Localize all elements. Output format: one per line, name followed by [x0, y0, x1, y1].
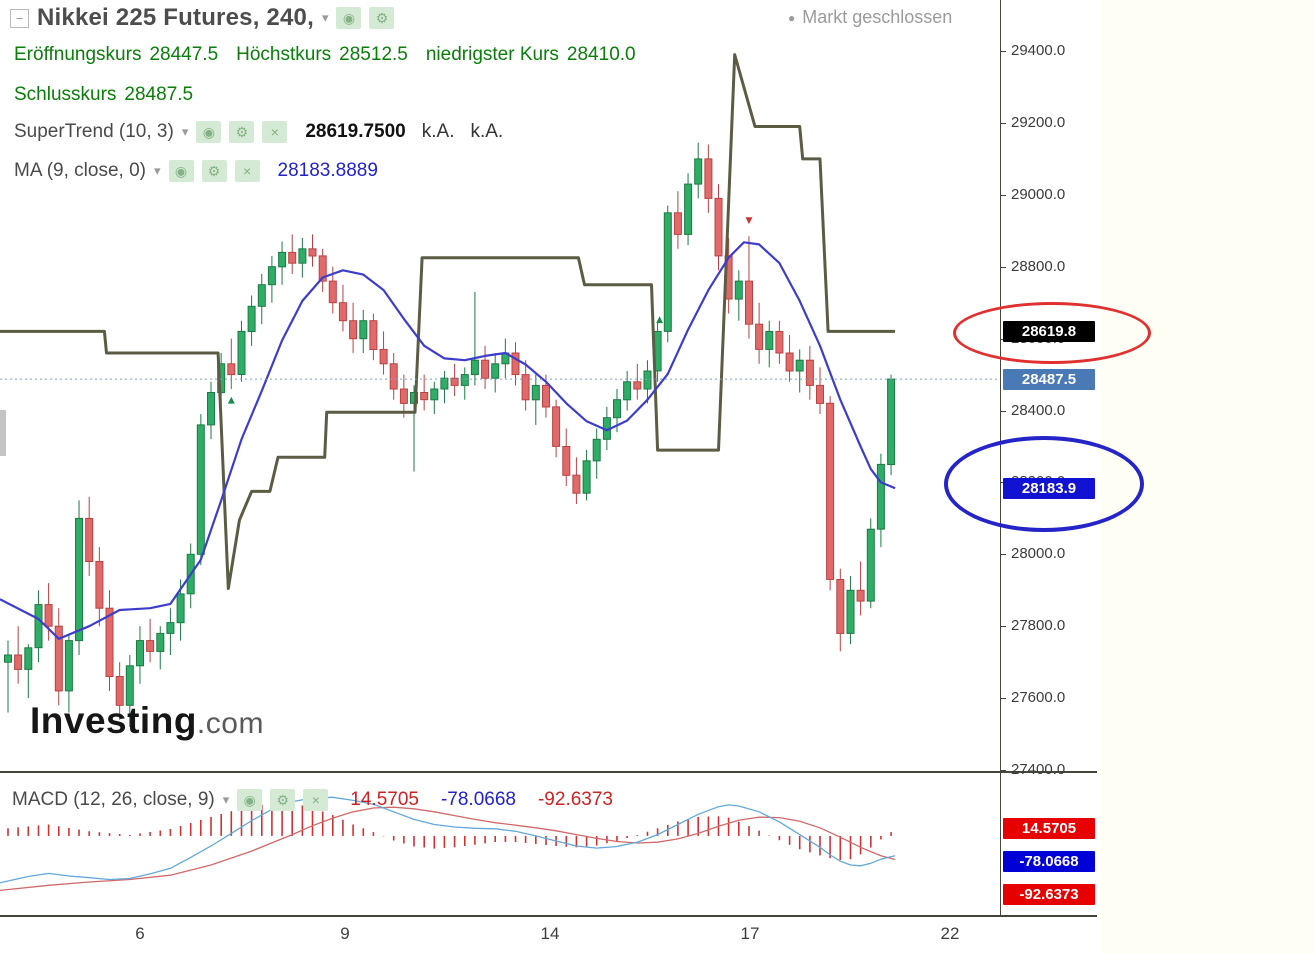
- ma-line: [0, 241, 896, 640]
- investing-watermark: Investing.com: [30, 700, 264, 742]
- open-value: 28447.5: [149, 44, 219, 65]
- macd-signal-axis-label: -92.6373: [1003, 884, 1095, 905]
- price-tick-label: 28800.0: [1011, 258, 1066, 275]
- low-value: 28410.0: [566, 44, 636, 65]
- supertrend-value: 28619.7500: [305, 121, 406, 142]
- price-tick-mark: [1001, 554, 1006, 555]
- left-edge-handle[interactable]: [0, 410, 6, 456]
- time-tick-label: 14: [540, 924, 560, 943]
- last-price-label: 28487.5: [1003, 369, 1095, 390]
- supertrend-indicator-name[interactable]: SuperTrend (10, 3): [14, 121, 174, 142]
- time-axis[interactable]: 6 9 14 17 22: [0, 917, 1100, 954]
- chevron-down-icon[interactable]: ▾: [321, 10, 329, 25]
- macd-legend: MACD (12, 26, close, 9) ▾ ◉ ⚙ × 14.5705 …: [12, 789, 613, 811]
- time-tick-label: 9: [340, 924, 350, 943]
- price-tick-mark: [1001, 698, 1006, 699]
- high-label: Höchstkurs: [236, 44, 332, 65]
- price-tick-mark: [1001, 195, 1006, 196]
- watermark-tld: .com: [196, 707, 264, 740]
- price-tick-mark: [1001, 770, 1006, 771]
- close-icon[interactable]: ×: [262, 121, 288, 143]
- collapse-icon[interactable]: −: [10, 8, 29, 28]
- chart-header: − Nikkei 225 Futures, 240, ▾ ◉ ⚙: [10, 4, 395, 32]
- macd-signal-value: -92.6373: [537, 789, 613, 810]
- watermark-brand: Investing: [30, 700, 197, 741]
- blue-ellipse-annotation: [944, 436, 1144, 532]
- supertrend-line: [0, 53, 896, 590]
- time-axis-border: [0, 915, 1097, 917]
- gear-icon[interactable]: ⚙: [229, 121, 255, 143]
- chevron-down-icon[interactable]: ▾: [222, 792, 230, 807]
- eye-icon[interactable]: ◉: [237, 789, 263, 811]
- macd-line: [0, 796, 896, 884]
- supertrend-na2: k.A.: [470, 121, 504, 142]
- macd-indicator-name[interactable]: MACD (12, 26, close, 9): [12, 789, 215, 810]
- price-tick-label: 28000.0: [1011, 545, 1066, 562]
- price-tick-label: 29000.0: [1011, 186, 1066, 203]
- macd-line-value: -78.0668: [440, 789, 516, 810]
- panel-separator[interactable]: [0, 771, 1097, 773]
- market-status: ● Markt geschlossen: [788, 7, 952, 28]
- macd-hist-value: 14.5705: [350, 789, 419, 810]
- chart-gear-icon[interactable]: ⚙: [369, 7, 395, 29]
- time-tick-label: 6: [135, 924, 145, 943]
- main-chart-canvas[interactable]: ▲ ▲ ▼: [0, 0, 1000, 770]
- price-tick-label: 27800.0: [1011, 617, 1066, 634]
- close-label: Schlusskurs: [14, 84, 117, 105]
- price-tick-mark: [1001, 626, 1006, 627]
- price-tick-label: 29400.0: [1011, 42, 1066, 59]
- supertrend-na1: k.A.: [421, 121, 455, 142]
- up-marker-icon: ▲: [656, 315, 663, 325]
- macd-signal-line: [0, 806, 896, 892]
- price-tick-label: 27400.0: [1011, 761, 1066, 778]
- chart-title: Nikkei 225 Futures, 240,: [37, 4, 314, 31]
- ma-indicator-name[interactable]: MA (9, close, 0): [14, 160, 146, 181]
- status-bullet-icon: ●: [788, 10, 796, 25]
- gear-icon[interactable]: ⚙: [201, 160, 227, 182]
- candles-layer: [4, 142, 896, 727]
- ohlc-legend-row2: Schlusskurs 28487.5: [14, 84, 193, 106]
- time-tick-label: 17: [740, 924, 760, 943]
- price-tick-mark: [1001, 51, 1006, 52]
- red-ellipse-annotation: [953, 302, 1151, 364]
- price-tick-label: 29200.0: [1011, 114, 1066, 131]
- price-tick-mark: [1001, 267, 1006, 268]
- eye-icon[interactable]: ◉: [168, 160, 194, 182]
- price-tick-label: 27600.0: [1011, 689, 1066, 706]
- price-tick-mark: [1001, 123, 1006, 124]
- close-icon[interactable]: ×: [303, 789, 329, 811]
- macd-hist-axis-label: 14.5705: [1003, 818, 1095, 839]
- chevron-down-icon[interactable]: ▾: [154, 163, 161, 178]
- ma-legend: MA (9, close, 0) ▾ ◉ ⚙ × 28183.8889: [14, 160, 378, 182]
- price-tick-mark: [1001, 411, 1006, 412]
- chart-eye-icon[interactable]: ◉: [336, 7, 362, 29]
- ma-value: 28183.8889: [277, 160, 378, 181]
- market-status-text: Markt geschlossen: [802, 7, 953, 27]
- close-value: 28487.5: [124, 84, 194, 105]
- high-value: 28512.5: [339, 44, 408, 65]
- supertrend-legend: SuperTrend (10, 3) ▾ ◉ ⚙ × 28619.7500 k.…: [14, 121, 503, 143]
- macd-line-axis-label: -78.0668: [1003, 851, 1095, 872]
- chevron-down-icon[interactable]: ▾: [181, 124, 189, 139]
- eye-icon[interactable]: ◉: [196, 121, 222, 143]
- time-tick-label: 22: [940, 924, 960, 943]
- low-label: niedrigster Kurs: [425, 44, 559, 65]
- open-label: Eröffnungskurs: [14, 44, 142, 65]
- down-marker-icon: ▼: [746, 216, 753, 226]
- ohlc-legend-row1: Eröffnungskurs 28447.5 Höchstkurs 28512.…: [14, 44, 636, 66]
- close-icon[interactable]: ×: [234, 160, 260, 182]
- gear-icon[interactable]: ⚙: [270, 789, 296, 811]
- price-tick-label: 28400.0: [1011, 402, 1066, 419]
- up-marker-icon: ▲: [228, 396, 235, 406]
